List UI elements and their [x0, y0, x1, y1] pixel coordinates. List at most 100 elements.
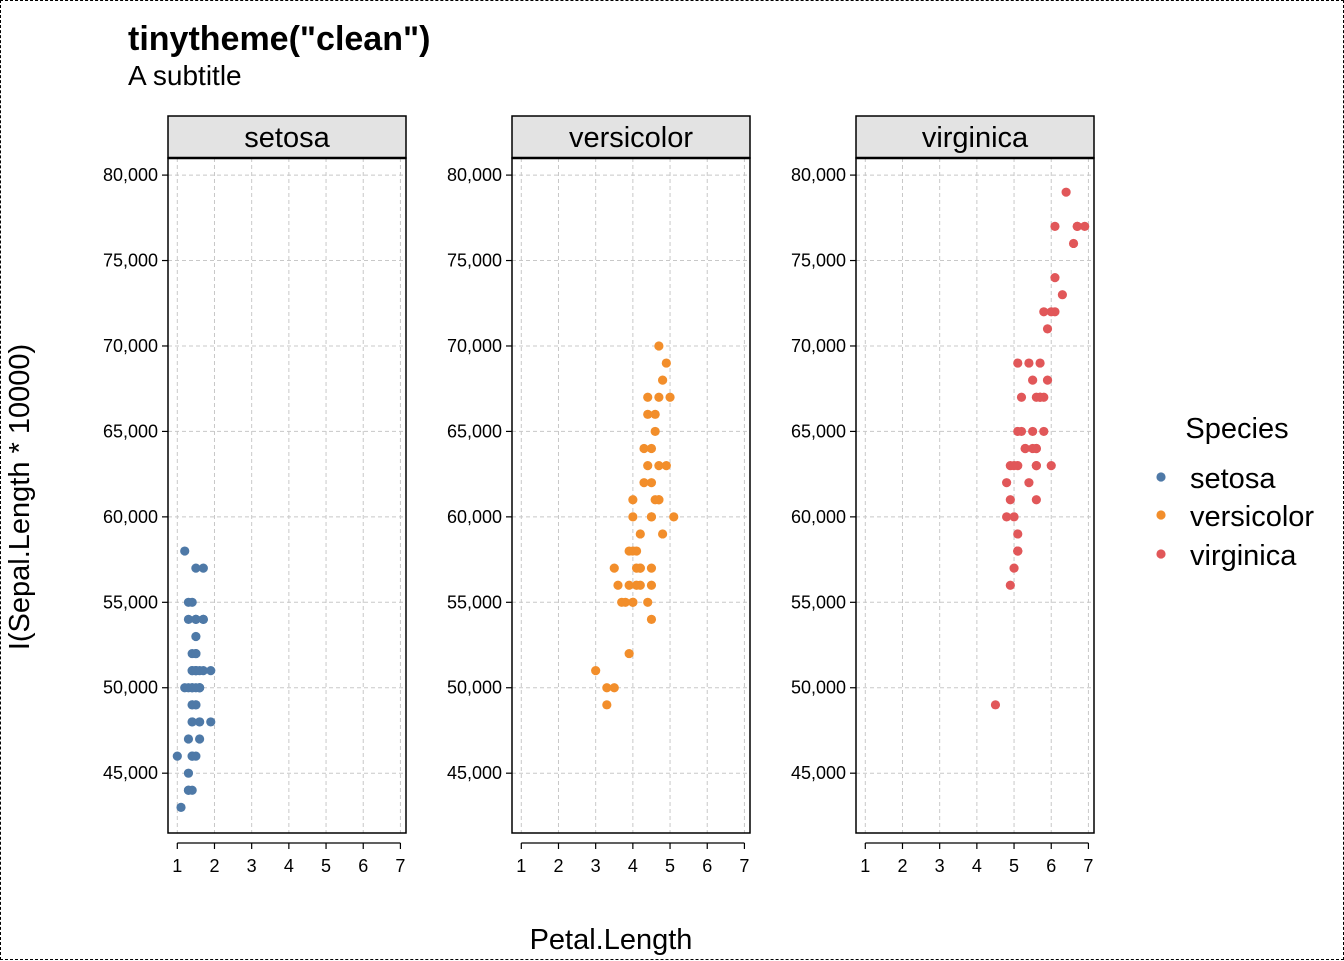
- data-point: [191, 614, 201, 624]
- legend-marker: [1156, 510, 1166, 520]
- data-point: [187, 683, 197, 693]
- data-point: [639, 478, 649, 488]
- data-point: [1005, 580, 1015, 590]
- data-point: [183, 614, 194, 624]
- data-point: [1046, 460, 1056, 471]
- data-point: [191, 631, 201, 642]
- plot-area: [168, 158, 406, 833]
- data-point: [1068, 238, 1079, 249]
- x-tick-label: 4: [628, 856, 638, 876]
- data-point: [628, 546, 638, 556]
- data-point: [1046, 307, 1056, 317]
- facet-panel-setosa: setosa 45,000 50,000 55,000 60,000 65,000 70,0…: [103, 115, 407, 876]
- y-tick-label: 55,000: [103, 592, 158, 612]
- y-tick-label: 45,000: [447, 763, 502, 783]
- y-tick-label: 80,000: [103, 165, 158, 185]
- y-tick-label: 80,000: [791, 165, 846, 185]
- data-point: [643, 597, 653, 607]
- data-point: [658, 529, 668, 539]
- data-point: [609, 683, 619, 693]
- data-point: [639, 443, 649, 454]
- data-point: [617, 597, 627, 607]
- data-point: [1072, 221, 1082, 231]
- data-point: [624, 580, 634, 590]
- data-point: [195, 666, 205, 676]
- facet-panels: setosa 45,000 50,000 55,000 60,000 65,000 70,0…: [103, 115, 1095, 876]
- data-point: [1031, 495, 1041, 505]
- data-point: [1050, 273, 1060, 283]
- y-tick-label: 70,000: [447, 336, 502, 356]
- x-tick-label: 7: [395, 856, 405, 876]
- x-tick-label: 6: [1046, 856, 1056, 876]
- x-tick-label: 5: [665, 856, 675, 876]
- x-tick-label: 2: [897, 856, 907, 876]
- chart-subtitle: A subtitle: [128, 60, 242, 91]
- x-tick-label: 1: [860, 856, 870, 876]
- data-point: [191, 563, 201, 573]
- data-point: [1042, 375, 1053, 385]
- legend-item-versicolor: versicolor: [1156, 501, 1314, 533]
- y-tick-label: 45,000: [103, 763, 158, 783]
- data-point: [1016, 426, 1027, 437]
- data-point: [206, 717, 216, 727]
- data-point: [643, 460, 653, 471]
- y-tick-label: 60,000: [447, 507, 502, 527]
- facet-strip-label: virginica: [922, 122, 1029, 154]
- data-point: [658, 375, 668, 385]
- data-point: [187, 751, 197, 761]
- legend: Species setosa versicolor virginica: [1156, 413, 1314, 572]
- x-tick-label: 3: [591, 856, 601, 876]
- plot-area: [856, 158, 1094, 833]
- data-point: [631, 563, 642, 573]
- data-point: [1002, 512, 1012, 522]
- data-point: [654, 341, 664, 351]
- data-point: [635, 529, 645, 539]
- data-point: [635, 580, 645, 590]
- data-point: [198, 614, 208, 624]
- data-point: [1002, 478, 1012, 488]
- data-point: [591, 666, 601, 676]
- y-tick-label: 65,000: [447, 421, 502, 441]
- y-tick-label: 50,000: [791, 678, 846, 698]
- x-axis-title: Petal.Length: [530, 924, 693, 956]
- data-point: [1039, 426, 1049, 437]
- data-point: [661, 460, 671, 471]
- data-point: [206, 666, 216, 676]
- data-point: [198, 563, 208, 573]
- data-point: [1042, 324, 1053, 334]
- x-tick-label: 5: [1009, 856, 1019, 876]
- data-point: [628, 495, 638, 505]
- y-tick-label: 75,000: [447, 251, 502, 271]
- data-point: [669, 512, 679, 522]
- facet-strip-label: setosa: [244, 122, 330, 154]
- x-tick-label: 6: [702, 856, 712, 876]
- data-point: [628, 597, 638, 607]
- y-tick-label: 65,000: [103, 421, 158, 441]
- data-point: [650, 495, 660, 505]
- data-point: [646, 614, 657, 624]
- plot-area: [512, 158, 750, 833]
- legend-marker: [1156, 472, 1166, 482]
- y-tick-label: 60,000: [791, 507, 846, 527]
- x-tick-label: 2: [209, 856, 219, 876]
- facet-strip: [855, 115, 1095, 159]
- y-tick-label: 55,000: [791, 592, 846, 612]
- x-tick-label: 3: [935, 856, 945, 876]
- y-tick-label: 45,000: [791, 763, 846, 783]
- data-point: [1035, 358, 1045, 368]
- facet-strip-label: versicolor: [569, 122, 693, 154]
- x-tick-label: 7: [1083, 856, 1093, 876]
- data-point: [1009, 512, 1019, 522]
- y-tick-label: 75,000: [103, 251, 158, 271]
- data-point: [1024, 478, 1034, 488]
- data-point: [1020, 443, 1030, 454]
- data-point: [646, 478, 657, 488]
- legend-marker: [1156, 549, 1166, 559]
- data-point: [1013, 546, 1023, 556]
- data-point: [665, 392, 675, 402]
- data-point: [661, 358, 671, 368]
- data-point: [628, 512, 638, 522]
- legend-item-virginica: virginica: [1156, 540, 1297, 572]
- data-point: [643, 392, 653, 402]
